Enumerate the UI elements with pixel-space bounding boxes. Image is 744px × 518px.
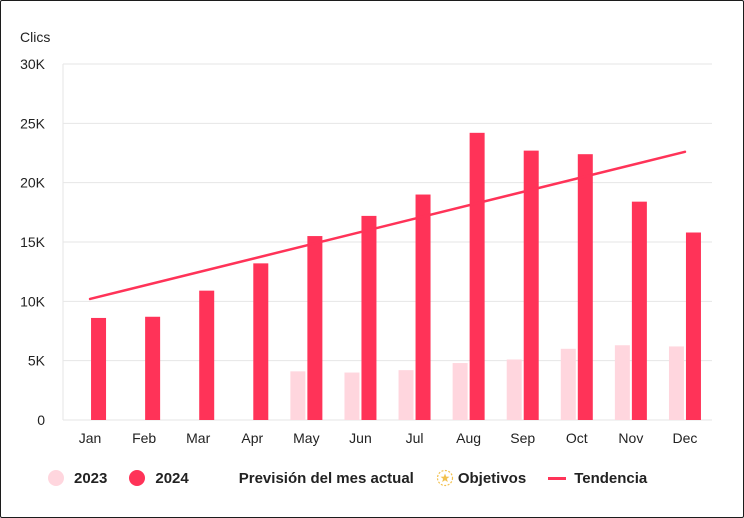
y-tick-label: 15K: [20, 234, 46, 250]
bar-2024-jun[interactable]: [361, 215, 377, 420]
legend-item-forecast[interactable]: Previsión del mes actual: [239, 470, 414, 487]
legend-2024-swatch: [129, 470, 146, 486]
legend: 2023 2024 Previsión del mes actual Objet…: [48, 466, 669, 490]
x-tick-label: Feb: [132, 430, 156, 446]
y-tick-label: 10K: [20, 293, 46, 309]
x-tick-label: Sep: [510, 430, 535, 446]
y-tick-label: 30K: [20, 56, 46, 72]
bar-2024-mar[interactable]: [199, 290, 215, 420]
bar-2024-may[interactable]: [307, 236, 323, 420]
y-tick-label: 25K: [20, 115, 46, 131]
x-tick-label: Oct: [566, 430, 588, 446]
x-tick-label: Mar: [186, 430, 210, 446]
legend-trend-swatch: [548, 476, 567, 480]
x-tick-label: Apr: [241, 430, 263, 446]
legend-objectives-label: Objetivos: [457, 469, 527, 487]
legend-item-2023[interactable]: 2023: [48, 470, 107, 487]
y-tick-labels: 0 5K 10K 15K 20K 25K 30K: [20, 56, 46, 428]
bar-2024-jan[interactable]: [91, 317, 107, 420]
legend-item-trend[interactable]: Tendencia: [548, 470, 647, 487]
bar-2023-jun[interactable]: [344, 372, 360, 420]
x-tick-label: Jun: [349, 430, 372, 446]
y-tick-label: 0: [37, 412, 45, 428]
legend-2024-label: 2024: [155, 469, 189, 487]
x-tick-label: May: [293, 430, 319, 446]
bar-2023-may[interactable]: [290, 371, 306, 420]
x-tick-label: Dec: [673, 430, 698, 446]
legend-item-objectives[interactable]: Objetivos: [436, 469, 526, 487]
grid-lines: [62, 63, 712, 421]
bar-2023-sep[interactable]: [506, 359, 522, 420]
legend-2023-swatch: [48, 470, 64, 486]
bars: [91, 132, 701, 421]
y-tick-label: 5K: [28, 353, 46, 369]
bar-2023-dec[interactable]: [668, 346, 684, 420]
trend-line-path: [88, 150, 687, 301]
x-tick-label: Nov: [618, 430, 643, 446]
x-tick-label: Aug: [456, 430, 481, 446]
legend-2023-label: 2023: [74, 469, 108, 487]
bar-2024-apr[interactable]: [253, 263, 269, 420]
bar-2023-aug[interactable]: [452, 363, 468, 420]
bar-2023-oct[interactable]: [560, 348, 576, 420]
bar-2023-jul[interactable]: [398, 370, 414, 420]
legend-trend-label: Tendencia: [574, 469, 648, 487]
x-tick-label: Jan: [79, 430, 102, 446]
legend-item-2024[interactable]: 2024: [129, 469, 189, 487]
y-axis-title: Clics: [20, 29, 50, 45]
bar-2023-nov[interactable]: [614, 345, 630, 420]
legend-forecast-label: Previsión del mes actual: [238, 469, 414, 487]
star-icon: [436, 469, 453, 487]
bar-2024-oct[interactable]: [577, 154, 593, 421]
bar-2024-aug[interactable]: [469, 132, 485, 420]
x-tick-labels: Jan Feb Mar Apr May Jun Jul Aug Sep Oct Nov Dec: [79, 430, 698, 446]
bar-2024-jul[interactable]: [415, 194, 431, 420]
y-tick-label: 20K: [20, 175, 46, 191]
trend-line: [88, 150, 687, 301]
x-tick-label: Jul: [406, 430, 424, 446]
bar-2024-dec[interactable]: [685, 232, 701, 420]
bar-2024-nov[interactable]: [631, 201, 647, 420]
bar-2024-sep[interactable]: [523, 150, 539, 421]
bar-2024-feb[interactable]: [145, 316, 161, 420]
